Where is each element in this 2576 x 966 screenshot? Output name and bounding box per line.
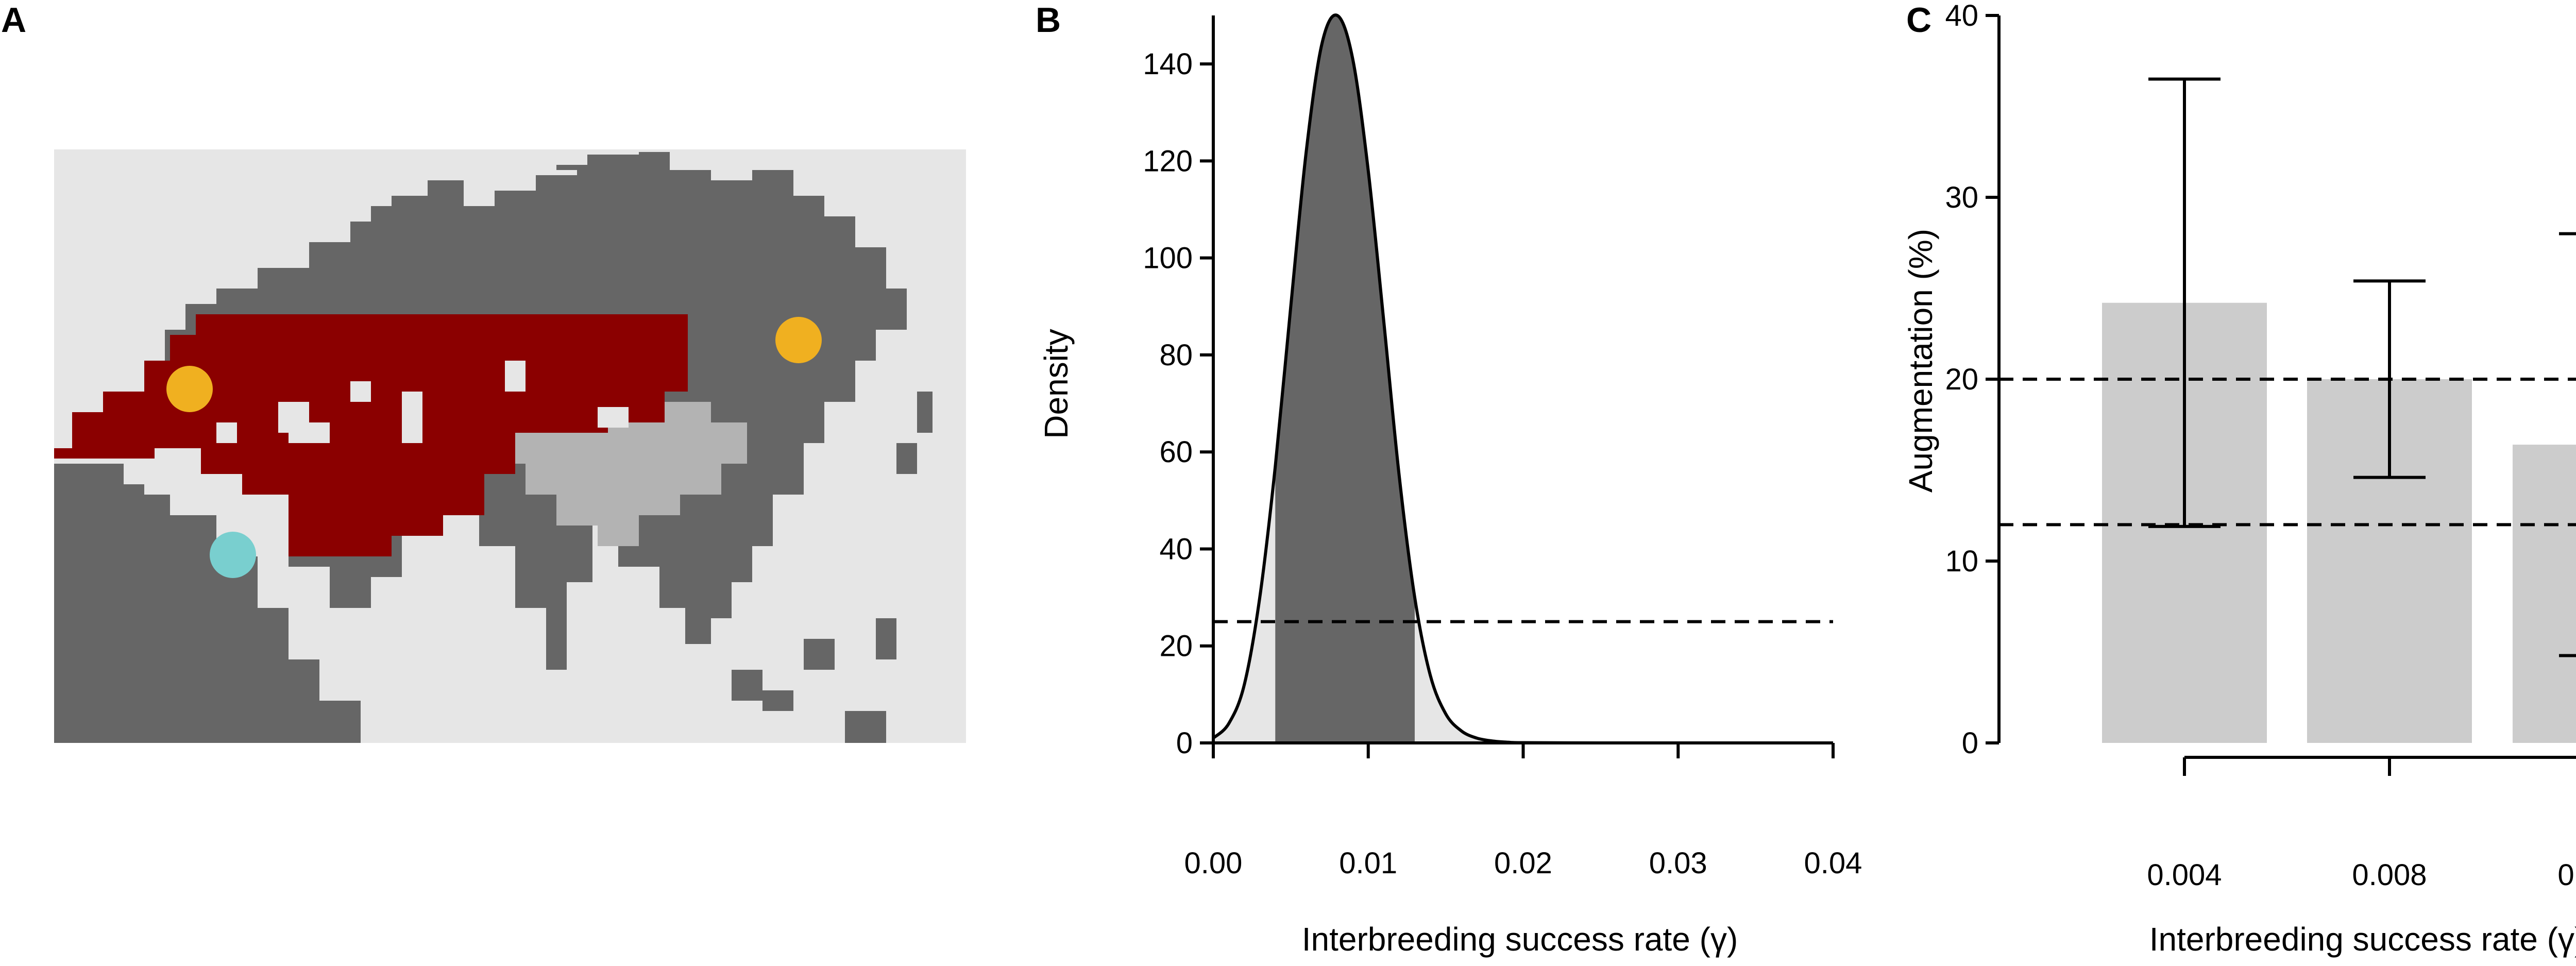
x-axis: 0.004 0.008 0.013 <box>2147 756 2576 892</box>
map-land-arctic-islands <box>371 155 618 222</box>
y-tick-label: 60 <box>1159 435 1193 469</box>
orange-marker <box>775 317 822 363</box>
y-axis-title: Density <box>1038 329 1075 438</box>
y-tick-label: 20 <box>1945 363 1978 396</box>
x-tick-label: 0.02 <box>1494 846 1552 880</box>
panel-label-b: B <box>1036 1 1061 40</box>
bars <box>2102 302 2576 743</box>
x-tick-label: 0.013 <box>2557 858 2576 892</box>
map <box>54 149 966 743</box>
x-tick-label: 0.00 <box>1184 846 1243 880</box>
x-tick-label: 0.008 <box>2352 858 2427 892</box>
map-land-africa <box>54 464 361 743</box>
map-land-japan <box>896 392 933 474</box>
x-ticks: 0.00 0.01 0.02 0.03 0.04 <box>1184 743 1862 880</box>
y-ticks: 0 10 20 30 40 <box>1945 0 1999 760</box>
map-range <box>54 314 688 556</box>
y-tick-label: 0 <box>1962 726 1978 760</box>
y-tick-label: 80 <box>1159 338 1193 372</box>
bar <box>2513 445 2576 743</box>
x-tick-label: 0.01 <box>1339 846 1397 880</box>
y-tick-label: 120 <box>1143 144 1193 178</box>
map-land-islands <box>732 618 896 743</box>
y-tick-label: 40 <box>1945 0 1978 32</box>
y-tick-label: 100 <box>1143 242 1193 275</box>
y-tick-label: 20 <box>1159 630 1193 663</box>
teal-marker <box>210 532 256 578</box>
x-tick-label: 0.03 <box>1649 846 1707 880</box>
y-tick-label: 0 <box>1176 726 1193 760</box>
orange-marker <box>166 366 213 412</box>
x-axis-title: Interbreeding success rate (γ) <box>2149 921 2576 958</box>
bar-chart: 0 10 20 30 40 0.004 0.008 0.013 Augmentation (… <box>1902 0 2576 958</box>
map-plateau <box>515 402 747 546</box>
x-axis-title: Interbreeding success rate (γ) <box>1302 921 1738 958</box>
density-area-credible-interval <box>1274 15 1416 743</box>
y-axis-title: Augmentation (%) <box>1902 229 1939 493</box>
y-tick-label: 10 <box>1945 545 1978 578</box>
x-tick-label: 0.004 <box>2147 858 2222 892</box>
error-bars <box>2148 77 2576 657</box>
y-tick-label: 140 <box>1143 47 1193 81</box>
y-tick-label: 30 <box>1945 181 1978 214</box>
y-ticks: 0 20 40 60 80 100 120 140 <box>1143 47 1213 760</box>
panel-label-c: C <box>1906 1 1931 40</box>
panel-label-a: A <box>1 1 26 40</box>
y-tick-label: 40 <box>1159 532 1193 566</box>
reference-lines <box>1999 378 2576 527</box>
x-tick-label: 0.04 <box>1804 846 1862 880</box>
